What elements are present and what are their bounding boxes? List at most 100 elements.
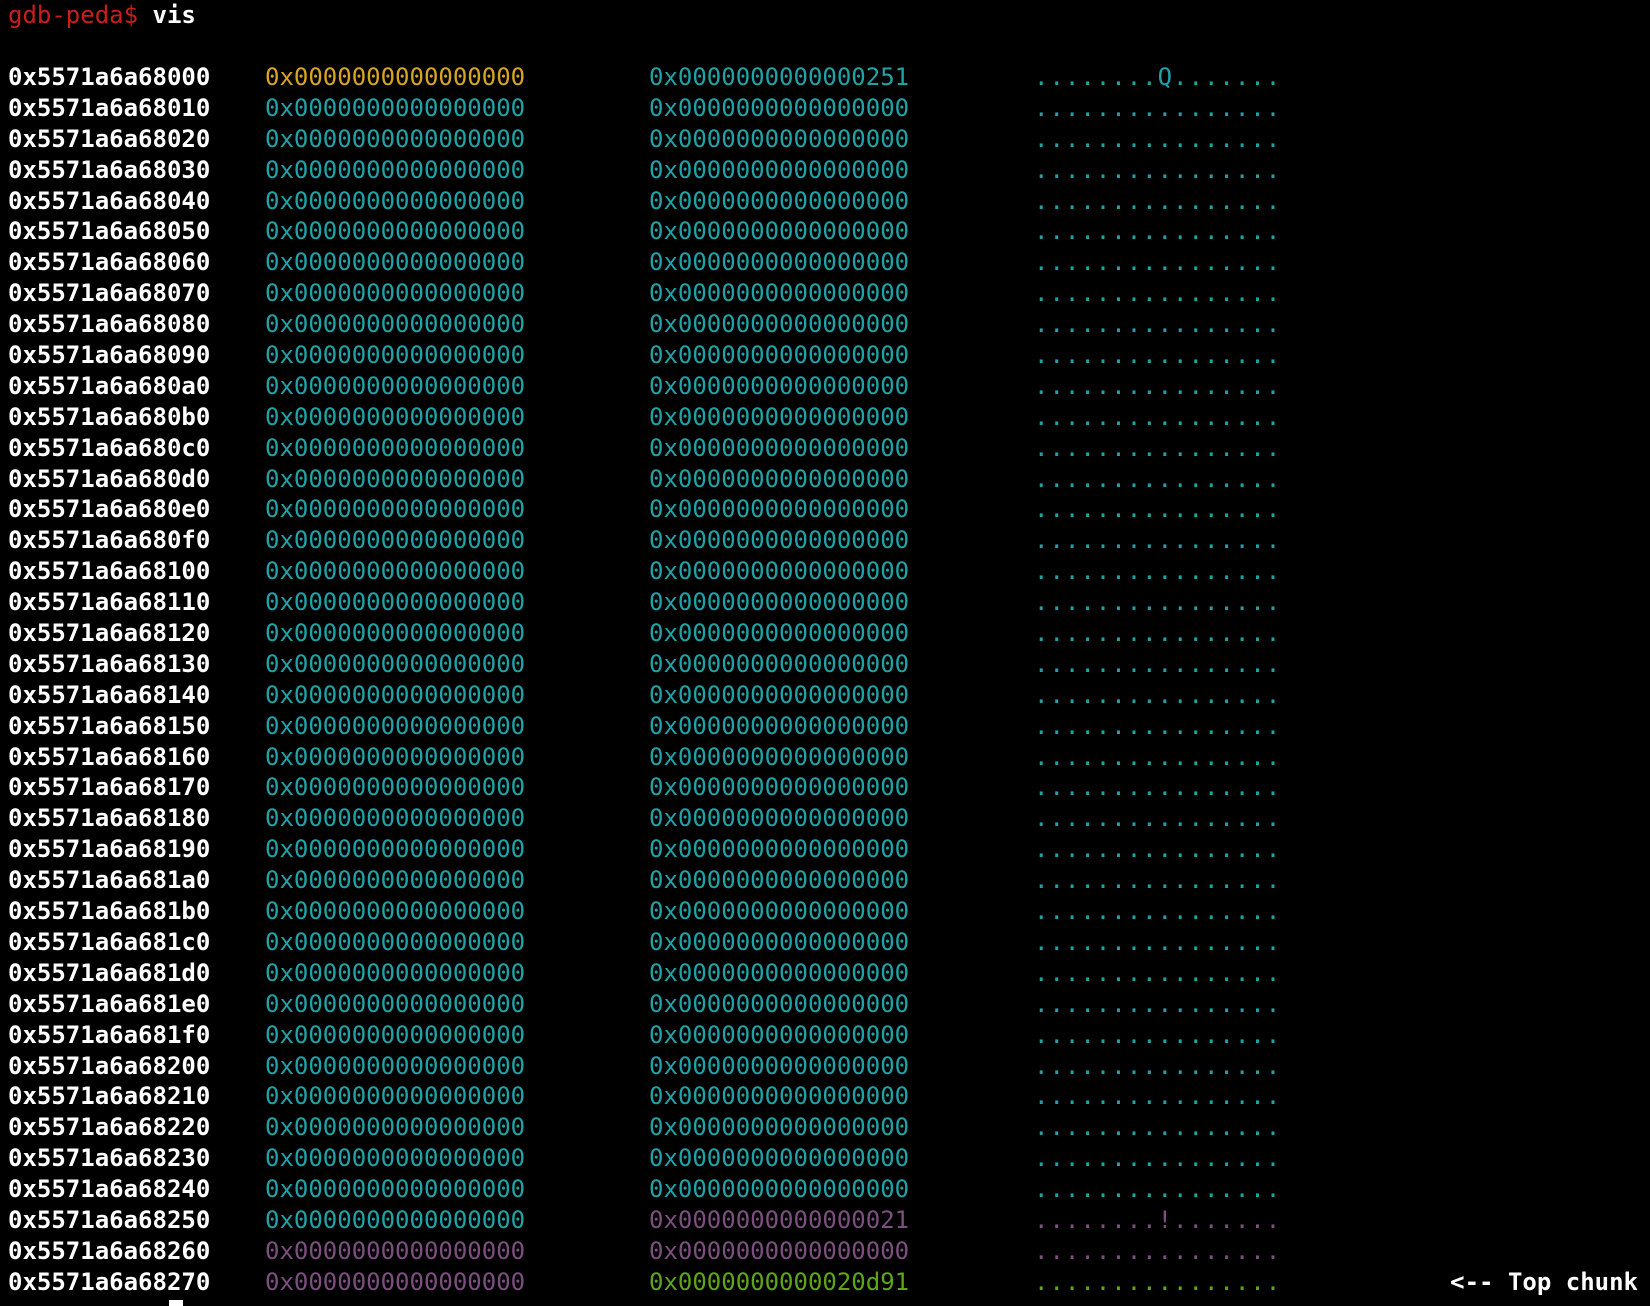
heap-ascii: ................: [1034, 495, 1282, 524]
heap-qword-2: 0x0000000000000000: [649, 1082, 910, 1111]
heap-row: 0x5571a6a68050 0x0000000000000000 0x000000…: [0, 216, 1650, 247]
heap-address: 0x5571a6a68080: [8, 310, 211, 339]
heap-qword-1: 0x0000000000000000: [265, 897, 526, 926]
heap-ascii: ................: [1034, 989, 1282, 1018]
heap-ascii: ................: [1034, 402, 1282, 431]
heap-qword-2: 0x0000000000000000: [649, 711, 910, 740]
heap-row: 0x5571a6a68190 0x0000000000000000 0x000000…: [0, 834, 1650, 865]
heap-ascii: ................: [1034, 371, 1282, 400]
heap-address: 0x5571a6a681d0: [8, 958, 211, 987]
heap-address: 0x5571a6a68010: [8, 93, 211, 122]
heap-row: 0x5571a6a68030 0x0000000000000000 0x000000…: [0, 155, 1650, 186]
heap-row: 0x5571a6a68230 0x0000000000000000 0x000000…: [0, 1143, 1650, 1174]
heap-address: 0x5571a6a680c0: [8, 433, 211, 462]
heap-qword-1: 0x0000000000000000: [265, 1175, 526, 1204]
heap-qword-1: 0x0000000000000000: [265, 248, 526, 277]
heap-qword-2: 0x0000000000000000: [649, 619, 910, 648]
heap-row: 0x5571a6a68010 0x0000000000000000 0x000000…: [0, 93, 1650, 124]
heap-address: 0x5571a6a68220: [8, 1113, 211, 1142]
heap-address: 0x5571a6a68060: [8, 248, 211, 277]
heap-ascii: ................: [1034, 1051, 1282, 1080]
heap-row: 0x5571a6a68220 0x0000000000000000 0x000000…: [0, 1112, 1650, 1143]
heap-qword-2: 0x0000000000000000: [649, 248, 910, 277]
heap-address: 0x5571a6a68250: [8, 1205, 211, 1234]
command-text: vis: [152, 1, 196, 29]
heap-qword-2: 0x0000000000000000: [649, 958, 910, 987]
heap-ascii: ................: [1034, 866, 1282, 895]
heap-ascii: ................: [1034, 619, 1282, 648]
heap-qword-2: 0x0000000000000000: [649, 1113, 910, 1142]
heap-row: 0x5571a6a68180 0x0000000000000000 0x000000…: [0, 803, 1650, 834]
heap-address: 0x5571a6a68130: [8, 649, 211, 678]
heap-qword-2: 0x0000000000000000: [649, 1051, 910, 1080]
heap-ascii: ................: [1034, 1267, 1282, 1296]
heap-row: 0x5571a6a680b0 0x0000000000000000 0x000000…: [0, 402, 1650, 433]
text-cursor: [169, 1300, 183, 1306]
heap-address: 0x5571a6a68270: [8, 1267, 211, 1296]
heap-row: 0x5571a6a681d0 0x0000000000000000 0x000000…: [0, 958, 1650, 989]
heap-qword-2: 0x0000000000000000: [649, 1020, 910, 1049]
heap-address: 0x5571a6a68160: [8, 742, 211, 771]
heap-row: 0x5571a6a68130 0x0000000000000000 0x000000…: [0, 649, 1650, 680]
heap-ascii: ................: [1034, 279, 1282, 308]
heap-qword-1: 0x0000000000000000: [265, 958, 526, 987]
heap-qword-2: 0x0000000000000000: [649, 1144, 910, 1173]
heap-qword-1: 0x0000000000000000: [265, 402, 526, 431]
heap-address: 0x5571a6a68210: [8, 1082, 211, 1111]
heap-row: 0x5571a6a68000 0x0000000000000000 0x000000…: [0, 62, 1650, 93]
heap-qword-2: 0x0000000000000251: [649, 63, 910, 91]
heap-ascii: ................: [1034, 217, 1282, 246]
heap-row: 0x5571a6a680d0 0x0000000000000000 0x000000…: [0, 464, 1650, 495]
heap-qword-1: 0x0000000000000000: [265, 371, 526, 400]
heap-qword-2: 0x0000000000000000: [649, 371, 910, 400]
heap-ascii: ................: [1034, 341, 1282, 370]
heap-row: 0x5571a6a68200 0x0000000000000000 0x000000…: [0, 1051, 1650, 1082]
heap-qword-2: 0x0000000000000000: [649, 680, 910, 709]
heap-qword-2: 0x0000000000000000: [649, 588, 910, 617]
heap-row: 0x5571a6a681f0 0x0000000000000000 0x000000…: [0, 1020, 1650, 1051]
heap-row: 0x5571a6a68080 0x0000000000000000 0x000000…: [0, 309, 1650, 340]
heap-qword-2: 0x0000000000000000: [649, 279, 910, 308]
heap-address: 0x5571a6a68020: [8, 124, 211, 153]
heap-address: 0x5571a6a68110: [8, 588, 211, 617]
heap-qword-2: 0x0000000000000000: [649, 310, 910, 339]
heap-ascii: ................: [1034, 155, 1282, 184]
heap-ascii: ................: [1034, 557, 1282, 586]
heap-qword-1: 0x0000000000000000: [265, 464, 526, 493]
heap-qword-1: 0x0000000000000000: [265, 310, 526, 339]
heap-address: 0x5571a6a680d0: [8, 464, 211, 493]
heap-row: 0x5571a6a680c0 0x0000000000000000 0x000000…: [0, 433, 1650, 464]
heap-ascii: ................: [1034, 680, 1282, 709]
heap-qword-1: 0x0000000000000000: [265, 279, 526, 308]
heap-qword-2: 0x0000000000000000: [649, 773, 910, 802]
heap-qword-2: 0x0000000000000000: [649, 927, 910, 956]
heap-ascii: ................: [1034, 1236, 1282, 1265]
prompt-line: gdb-peda$ vis: [8, 0, 196, 30]
heap-row: 0x5571a6a68210 0x0000000000000000 0x000000…: [0, 1081, 1650, 1112]
heap-qword-1: 0x0000000000000000: [265, 155, 526, 184]
heap-qword-1: 0x0000000000000000: [265, 1082, 526, 1111]
heap-address: 0x5571a6a68050: [8, 217, 211, 246]
heap-qword-1: 0x0000000000000000: [265, 93, 526, 122]
heap-address: 0x5571a6a681a0: [8, 866, 211, 895]
heap-qword-1: 0x0000000000000000: [265, 433, 526, 462]
heap-address: 0x5571a6a681c0: [8, 927, 211, 956]
heap-row: 0x5571a6a68100 0x0000000000000000 0x000000…: [0, 556, 1650, 587]
heap-ascii: ................: [1034, 588, 1282, 617]
heap-qword-1: 0x0000000000000000: [265, 649, 526, 678]
heap-qword-2: 0x0000000000000000: [649, 804, 910, 833]
heap-row: 0x5571a6a68140 0x0000000000000000 0x000000…: [0, 680, 1650, 711]
heap-qword-1: 0x0000000000000000: [265, 186, 526, 215]
heap-row: 0x5571a6a681c0 0x0000000000000000 0x000000…: [0, 927, 1650, 958]
heap-qword-1: 0x0000000000000000: [265, 1205, 526, 1234]
heap-address: 0x5571a6a680f0: [8, 526, 211, 555]
heap-ascii: ........Q.......: [1034, 63, 1282, 91]
heap-row: 0x5571a6a68120 0x0000000000000000 0x000000…: [0, 618, 1650, 649]
heap-qword-2: 0x0000000000000000: [649, 433, 910, 462]
heap-row: 0x5571a6a68110 0x0000000000000000 0x000000…: [0, 587, 1650, 618]
heap-ascii: ................: [1034, 649, 1282, 678]
heap-address: 0x5571a6a681e0: [8, 989, 211, 1018]
heap-qword-1: 0x0000000000000000: [265, 63, 526, 91]
heap-qword-2: 0x0000000000000000: [649, 557, 910, 586]
